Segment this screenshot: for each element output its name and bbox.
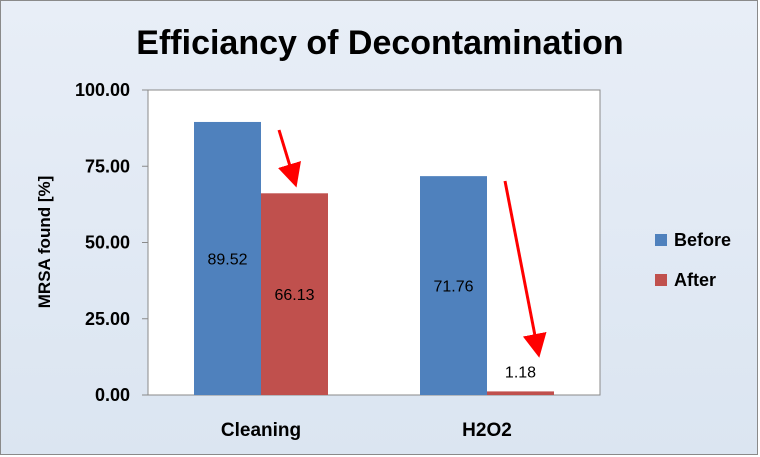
y-axis: 0.00 25.00 50.00 75.00 100.00 <box>75 80 148 405</box>
bars <box>194 121 554 396</box>
y-tick-label: 0.00 <box>95 385 130 405</box>
x-axis: Cleaning H2O2 <box>221 420 512 441</box>
legend-label-after: After <box>674 270 716 290</box>
arrow-annotation-cleaning <box>277 129 301 188</box>
chart-title: Efficiancy of Decontamination <box>136 24 623 62</box>
legend-swatch-before <box>655 234 667 246</box>
bar-before-h2o2 <box>420 176 487 395</box>
arrow-annotation-h2o2 <box>503 180 547 358</box>
data-label: 1.18 <box>505 364 536 381</box>
y-tick-label: 50.00 <box>85 233 130 253</box>
y-tick-label: 25.00 <box>85 309 130 329</box>
data-label: 66.13 <box>274 287 314 304</box>
x-tick-label: H2O2 <box>462 420 512 441</box>
x-tick-label: Cleaning <box>221 420 301 441</box>
y-tick-label: 75.00 <box>85 156 130 176</box>
bar-after-cleaning <box>261 193 328 395</box>
bar-before-cleaning <box>194 121 261 396</box>
bar-after-h2o2 <box>487 391 554 395</box>
legend-label-before: Before <box>674 230 731 250</box>
y-axis-title: MRSA found [%] <box>35 176 54 309</box>
data-label: 89.52 <box>207 251 247 268</box>
data-labels: 89.52 66.13 71.76 1.18 <box>207 251 536 381</box>
annotations <box>277 129 547 358</box>
legend: Before After <box>655 230 731 290</box>
y-tick-label: 100.00 <box>75 80 130 100</box>
data-label: 71.76 <box>433 279 473 296</box>
legend-swatch-after <box>655 274 667 286</box>
